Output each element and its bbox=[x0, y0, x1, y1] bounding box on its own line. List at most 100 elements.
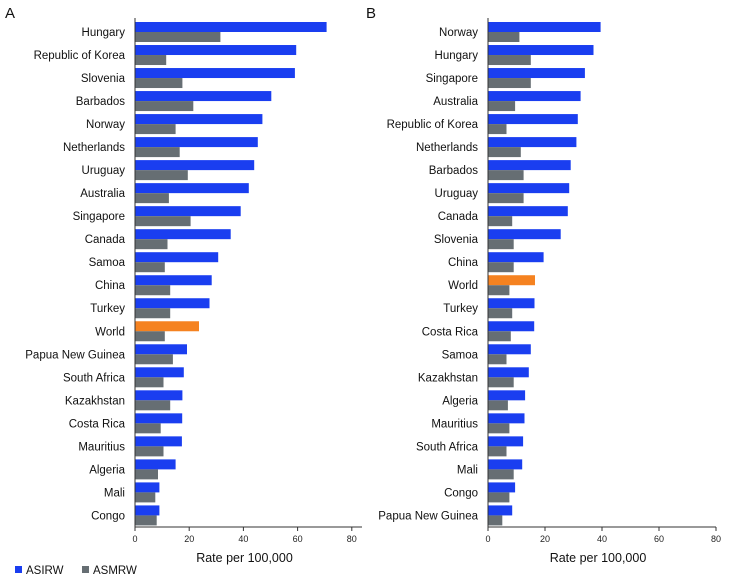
bar-asirw bbox=[135, 252, 219, 263]
bar-asmrw bbox=[135, 423, 161, 434]
category-label: Slovenia bbox=[434, 234, 479, 246]
category-label: Papua New Guinea bbox=[378, 510, 478, 522]
bar-asmrw bbox=[488, 193, 524, 204]
category-label: Norway bbox=[439, 27, 478, 39]
category-label: Barbados bbox=[429, 165, 478, 177]
chart-panel-b: B Norway Hungary Singapore Australia Republic… bbox=[366, 5, 721, 565]
bar-asirw bbox=[135, 114, 263, 125]
bar-asirw bbox=[488, 505, 513, 516]
category-label: Singapore bbox=[73, 211, 125, 223]
category-label: Republic of Korea bbox=[387, 119, 479, 131]
bar-asmrw bbox=[488, 446, 507, 457]
bar-asirw bbox=[135, 459, 176, 470]
category-label: Samoa bbox=[442, 349, 479, 361]
x-tick-label: 0 bbox=[485, 534, 490, 544]
bar-asirw bbox=[488, 183, 570, 194]
bar-asirw bbox=[488, 367, 529, 378]
bar-asmrw bbox=[488, 262, 514, 273]
category-label: World bbox=[95, 326, 125, 338]
x-axis-title: Rate per 100,000 bbox=[196, 551, 293, 565]
category-label: Singapore bbox=[426, 73, 478, 85]
chart-panel-a: A Hungary Republic of Korea Slovenia Barbado… bbox=[5, 5, 362, 565]
category-label: Mauritius bbox=[431, 418, 478, 430]
panel-letter: A bbox=[5, 5, 15, 22]
bar-asirw bbox=[135, 413, 183, 424]
bar-asmrw bbox=[488, 55, 531, 66]
bar-asirw bbox=[135, 321, 199, 332]
bar-asirw bbox=[135, 183, 249, 194]
bar-asmrw bbox=[488, 78, 531, 89]
bar-asmrw bbox=[135, 216, 191, 227]
bar-asmrw bbox=[488, 124, 507, 135]
bar-asmrw bbox=[488, 423, 510, 434]
bar-asmrw bbox=[135, 331, 165, 342]
category-label: Netherlands bbox=[63, 142, 125, 154]
legend-label: ASIRW bbox=[26, 565, 64, 577]
x-tick-label: 20 bbox=[184, 534, 194, 544]
bar-asirw bbox=[488, 482, 516, 493]
bar-asirw bbox=[488, 229, 561, 240]
x-tick-label: 80 bbox=[711, 534, 721, 544]
bar-asirw bbox=[488, 160, 571, 171]
bar-asmrw bbox=[488, 515, 503, 526]
category-label: Hungary bbox=[435, 50, 479, 62]
bar-asirw bbox=[488, 137, 577, 148]
x-tick-label: 40 bbox=[597, 534, 607, 544]
bar-asirw bbox=[135, 298, 210, 309]
bar-asmrw bbox=[135, 400, 171, 411]
bar-asirw bbox=[488, 275, 535, 286]
bar-asirw bbox=[488, 390, 526, 401]
bar-asmrw bbox=[488, 216, 513, 227]
bar-asirw bbox=[488, 22, 601, 32]
bar-asirw bbox=[135, 275, 212, 286]
bar-asirw bbox=[488, 91, 581, 102]
legend: ASIRW ASMRW bbox=[15, 565, 137, 577]
bar-asmrw bbox=[135, 446, 164, 457]
bar-asirw bbox=[135, 45, 297, 56]
bar-asmrw bbox=[488, 239, 514, 250]
x-tick-label: 40 bbox=[238, 534, 248, 544]
bar-asmrw bbox=[488, 32, 520, 42]
category-label: Uruguay bbox=[82, 165, 126, 177]
bar-asmrw bbox=[488, 492, 510, 503]
bar-asmrw bbox=[488, 308, 513, 319]
bar-asmrw bbox=[488, 285, 510, 296]
bar-asirw bbox=[488, 206, 568, 217]
category-label: Barbados bbox=[76, 96, 125, 108]
bar-asirw bbox=[488, 45, 594, 56]
category-label: Australia bbox=[80, 188, 125, 200]
bar-asmrw bbox=[135, 55, 167, 66]
bar-asirw bbox=[135, 206, 241, 217]
bar-asirw bbox=[135, 229, 231, 240]
category-label: Uruguay bbox=[435, 188, 479, 200]
bar-asirw bbox=[135, 505, 160, 516]
category-label: Turkey bbox=[90, 303, 125, 315]
bar-asirw bbox=[135, 436, 182, 447]
bar-asirw bbox=[135, 68, 295, 79]
bar-asirw bbox=[135, 367, 184, 378]
category-label: Costa Rica bbox=[422, 326, 479, 338]
legend-swatch bbox=[15, 566, 22, 573]
bar-asmrw bbox=[135, 78, 183, 89]
category-label: World bbox=[448, 280, 478, 292]
category-label: Congo bbox=[91, 510, 125, 522]
category-label: Kazakhstan bbox=[418, 372, 478, 384]
category-label: Congo bbox=[444, 487, 478, 499]
bar-asirw bbox=[135, 160, 255, 171]
category-label: Mali bbox=[457, 464, 478, 476]
bar-asmrw bbox=[135, 32, 221, 42]
bar-asirw bbox=[488, 114, 578, 125]
bar-asmrw bbox=[488, 400, 508, 411]
bar-asmrw bbox=[135, 147, 180, 158]
bar-asirw bbox=[135, 137, 258, 148]
category-label: Netherlands bbox=[416, 142, 478, 154]
bar-asirw bbox=[135, 91, 272, 102]
legend-swatch bbox=[82, 566, 89, 573]
bar-asmrw bbox=[135, 239, 168, 250]
bar-asirw bbox=[488, 321, 535, 332]
x-tick-label: 60 bbox=[654, 534, 664, 544]
category-label: South Africa bbox=[63, 372, 126, 384]
x-tick-label: 20 bbox=[540, 534, 550, 544]
bar-asmrw bbox=[135, 193, 169, 204]
bar-asmrw bbox=[135, 354, 173, 365]
